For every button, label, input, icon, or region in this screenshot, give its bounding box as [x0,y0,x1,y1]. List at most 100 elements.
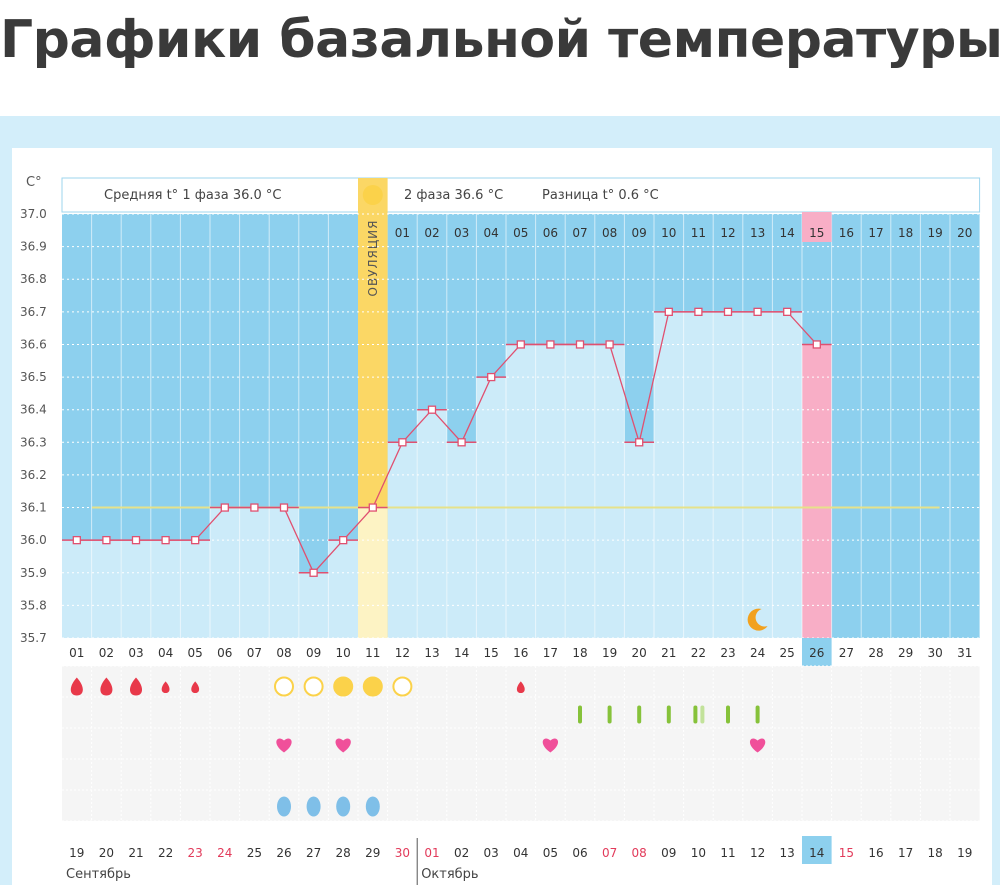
cycle-day-number: 09 [306,646,321,660]
moon-icon [747,608,768,631]
temperature-point [753,307,762,316]
test-stick-icon [578,705,582,724]
temperature-point [309,568,318,577]
bleeding-drop-icon [516,681,525,694]
calendar-date: 02 [454,846,469,860]
calendar-date: 28 [336,846,351,860]
bleeding-drop-icon [191,681,200,694]
bleeding-drop-icon [70,677,83,696]
egg-white-icon [303,676,324,697]
cycle-day-number: 31 [957,646,972,660]
temperature-point [398,438,407,447]
luteal-day-number: 09 [632,226,647,240]
temperature-point [664,307,673,316]
calendar-date: 16 [868,846,883,860]
calendar-date: 11 [720,846,735,860]
y-tick-label: 35.8 [20,598,47,612]
cycle-day-number: 29 [898,646,913,660]
calendar-date: 25 [247,846,262,860]
phase1-average-label: Средняя t° 1 фаза 36.0 °С [104,188,281,203]
calendar-date: 30 [395,846,410,860]
temperature-point [191,536,200,545]
temperature-point [161,536,170,545]
temperature-point [605,340,614,349]
calendar-date: 26 [276,846,291,860]
temperature-point [250,503,259,512]
luteal-day-number: 03 [454,226,469,240]
calendar-date: 29 [365,846,380,860]
temperature-difference-label: Разница t° 0.6 °С [542,188,659,203]
cycle-day-number: 13 [424,646,439,660]
cycle-day-number: 24 [750,646,765,660]
calendar-date: 06 [572,846,587,860]
current-luteal-day-highlight [802,212,832,242]
luteal-day-number: 02 [424,226,439,240]
cycle-day-number: 15 [484,646,499,660]
luteal-day-number: 18 [898,226,913,240]
cycle-day-number: 16 [513,646,528,660]
y-tick-label: 36.5 [20,370,47,384]
cycle-day-number: 12 [395,646,410,660]
temperature-point [694,307,703,316]
luteal-day-number: 08 [602,226,617,240]
luteal-day-number: 07 [572,226,587,240]
calendar-date: 04 [513,846,528,860]
cycle-day-number: 22 [691,646,706,660]
month-label: Октябрь [421,867,478,882]
calendar-date: 07 [602,846,617,860]
day-column [91,540,122,638]
cycle-day-number: 01 [69,646,84,660]
temperature-point [723,307,733,316]
test-stick-icon [666,705,671,724]
calendar-date: 09 [661,846,676,860]
calendar-date: 24 [217,846,232,860]
cycle-day-number: 21 [661,646,676,660]
cycle-day-number: 07 [247,646,262,660]
calendar-date: 03 [484,846,499,860]
day-column [594,344,625,638]
cycle-day-number: 19 [602,646,617,660]
luteal-day-number: 15 [809,226,824,240]
month-label: Сентябрь [66,867,131,882]
ovulation-label: ОВУЛЯЦИЯ [366,220,380,297]
temperature-point [72,536,81,545]
test-stick-icon [726,705,730,724]
temperature-point [368,503,377,512]
cycle-day-number: 14 [454,646,469,660]
cycle-day-number: 25 [780,646,795,660]
y-axis-unit: C° [26,175,42,190]
calendar-date: 15 [839,846,854,860]
calendar-date: 08 [632,846,647,860]
day-column [565,344,595,638]
heart-icon [335,738,351,753]
day-column [624,442,654,638]
cycle-day-number: 10 [336,646,351,660]
cycle-day-number: 06 [217,646,232,660]
day-column [150,540,181,638]
cycle-day-number: 30 [928,646,943,660]
discharge-drop-icon [306,796,321,817]
day-column [121,540,151,638]
luteal-day-number: 10 [661,226,676,240]
test-stick-icon [693,705,698,724]
current-day-highlight [802,638,832,666]
cycle-day-number: 08 [276,646,291,660]
y-tick-label: 36.8 [20,272,47,286]
bbt-chart: C° Средняя t° 1 фаза 36.0 °С 2 фаза 36.6 °… [20,175,981,885]
calendar-date: 12 [750,846,765,860]
test-stick-icon [607,705,612,724]
calendar-date: 21 [128,846,143,860]
temperature-point [102,536,111,545]
cycle-day-number: 11 [365,646,380,660]
ovulation-sun-icon [362,185,383,205]
day-column [239,507,270,638]
current-date-highlight [802,836,832,864]
cycle-day-number: 02 [99,646,114,660]
calendar-date: 27 [306,846,321,860]
temperature-point [427,405,437,414]
bleeding-drop-icon [161,681,170,694]
bleeding-drop-icon [100,677,113,696]
egg-white-icon [392,676,413,697]
luteal-day-number: 13 [750,226,765,240]
cycle-day-number: 28 [868,646,883,660]
